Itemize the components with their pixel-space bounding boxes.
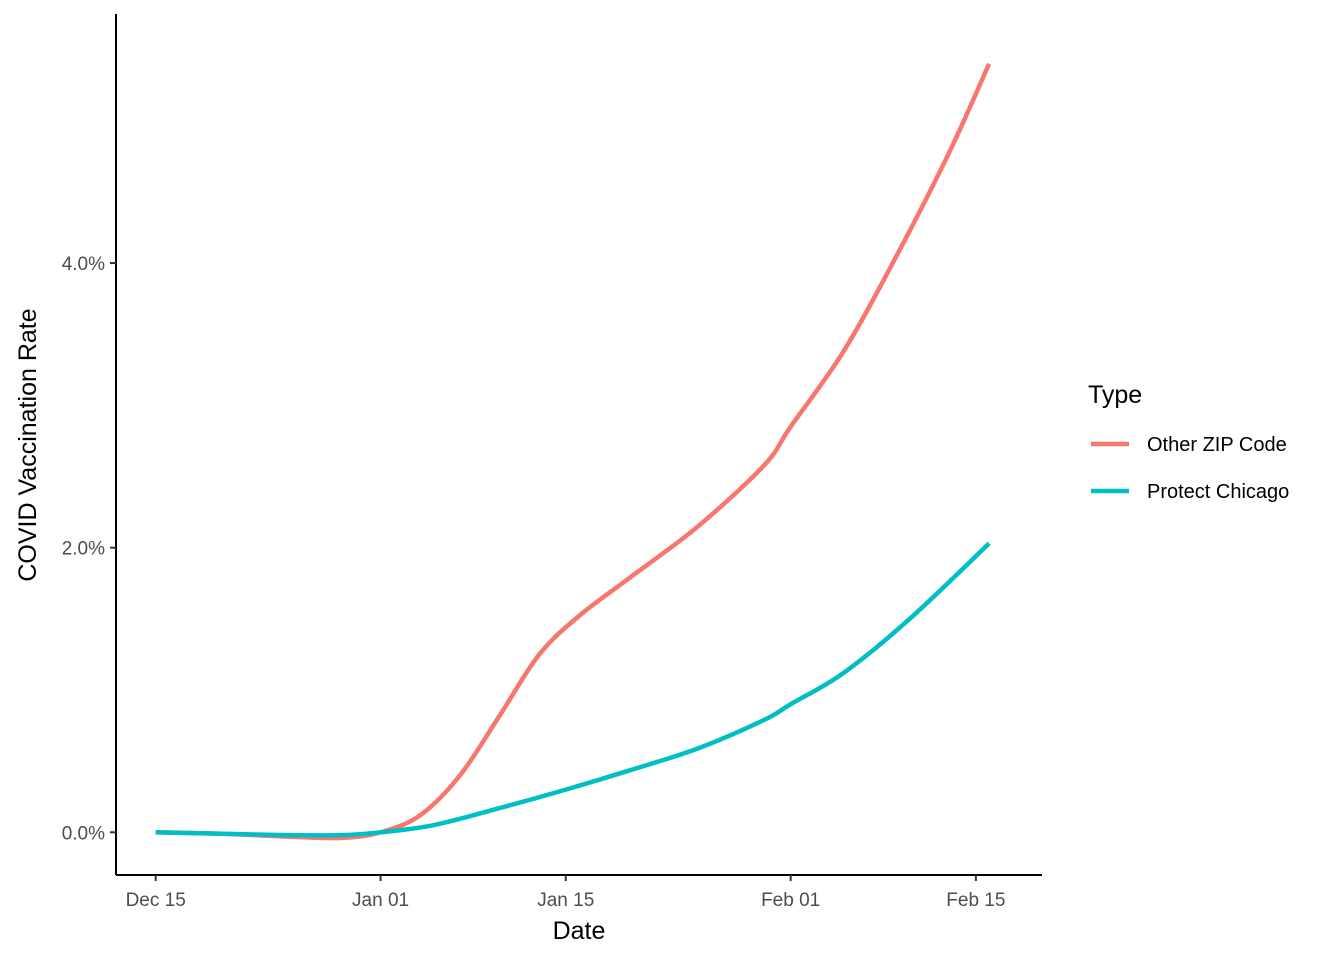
series-layer (155, 62, 992, 841)
x-tick-label: Feb 01 (761, 890, 820, 911)
y-tick-label: 0.0% (62, 823, 105, 844)
x-tick-label: Feb 15 (946, 890, 1005, 911)
axes (115, 14, 1042, 876)
series-line-other-zip-code (155, 62, 992, 841)
x-tick-label: Jan 01 (352, 890, 409, 911)
legend-items: Other ZIP Code Protect Chicago (1091, 434, 1289, 503)
legend-label-other-zip-code: Other ZIP Code (1147, 434, 1287, 456)
legend: Type Other ZIP Code Protect Chicago (1088, 381, 1289, 503)
x-tick-label: Jan 15 (537, 890, 594, 911)
legend-label-protect-chicago: Protect Chicago (1147, 481, 1289, 503)
x-axis-title: Date (553, 917, 606, 945)
y-tick-label: 2.0% (62, 539, 105, 560)
y-axis-title: COVID Vaccination Rate (14, 308, 42, 581)
y-tick-label: 4.0% (62, 254, 105, 275)
y-ticks: 0.0% 2.0% 4.0% (62, 254, 116, 844)
x-ticks: Dec 15 Jan 01 Jan 15 Feb 01 Feb 15 (126, 875, 1005, 911)
series-line-protect-chicago (155, 541, 991, 838)
legend-title: Type (1088, 381, 1142, 409)
x-tick-label: Dec 15 (126, 890, 186, 911)
